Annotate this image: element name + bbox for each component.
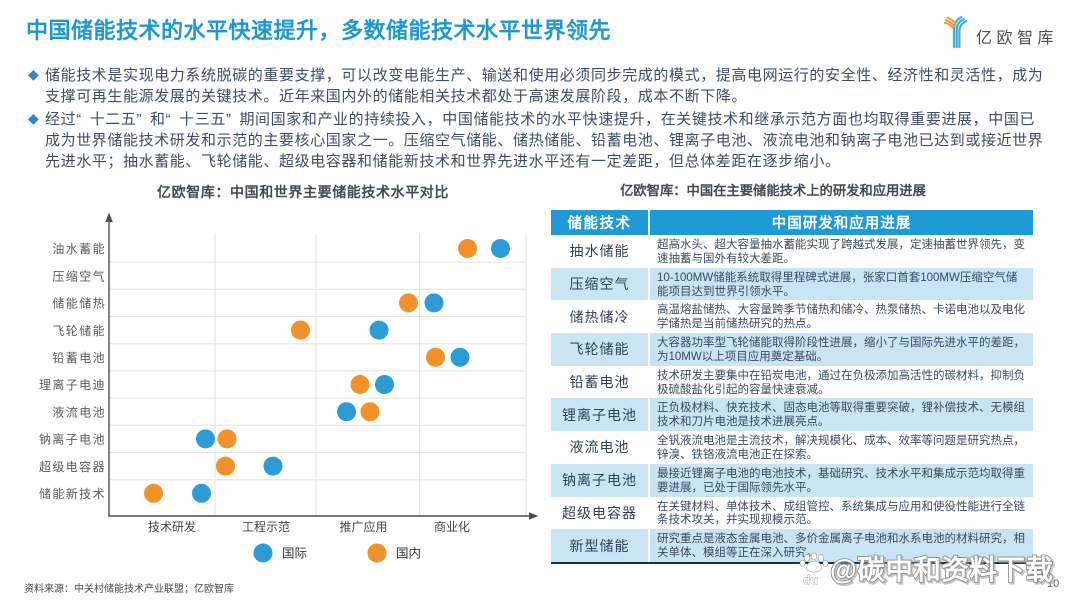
svg-text:@碳中和资料下载: @碳中和资料下载	[830, 554, 1053, 585]
svg-text:商业化: 商业化	[434, 519, 470, 534]
svg-text:国内: 国内	[396, 547, 421, 561]
svg-text:飞轮储能: 飞轮储能	[52, 323, 106, 338]
svg-text:压缩空气: 压缩空气	[52, 268, 106, 283]
svg-text:储能储热: 储能储热	[52, 296, 106, 311]
svg-text:推广应用: 推广应用	[339, 519, 387, 534]
svg-text:理离子电迪: 理离子电迪	[39, 377, 106, 392]
svg-text:储能新技术: 储能新技术	[39, 486, 106, 501]
svg-text:钠离子电池: 钠离子电池	[39, 432, 106, 447]
svg-text:@碳中和资料下载: @碳中和资料下载	[832, 556, 1055, 587]
svg-text:国际: 国际	[282, 547, 307, 561]
svg-text:du: du	[803, 573, 818, 587]
svg-text:超级电容器: 超级电容器	[39, 459, 106, 474]
svg-text:铅蓄电池: 铅蓄电池	[52, 351, 106, 365]
svg-text:液流电池: 液流电池	[52, 404, 106, 419]
svg-text:工程示范: 工程示范	[242, 519, 290, 534]
svg-text:技术研发: 技术研发	[148, 519, 196, 534]
svg-text:油水蓄能: 油水蓄能	[52, 242, 106, 256]
